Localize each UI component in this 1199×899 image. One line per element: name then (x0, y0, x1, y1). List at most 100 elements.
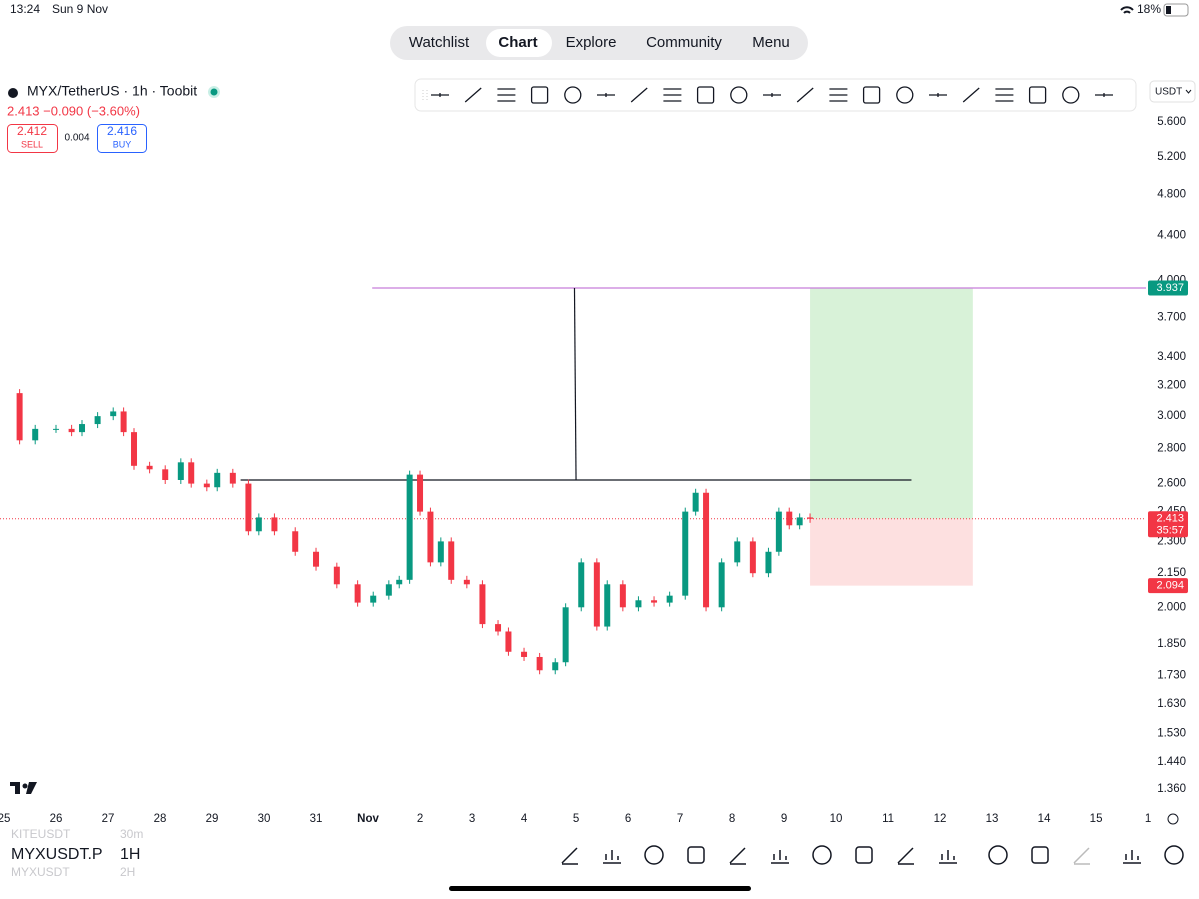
candle (94, 416, 101, 425)
tool-icon[interactable] (995, 88, 1014, 102)
tool-icon[interactable] (1095, 93, 1113, 97)
next-symbol[interactable]: MYXUSDT (11, 865, 70, 879)
tool-glyph (696, 86, 715, 104)
toolbar-button[interactable] (897, 847, 914, 865)
tool-glyph (962, 87, 980, 103)
y-tick-label: 1.530 (1157, 728, 1186, 740)
sell-button[interactable] (7, 124, 58, 153)
status-battery: 18% (1137, 2, 1161, 16)
candle (229, 472, 236, 484)
battery-icon (1163, 3, 1189, 17)
current-interval[interactable]: 1H (120, 846, 140, 863)
toolbar-button[interactable] (687, 846, 705, 864)
buy-price[interactable]: 2.416 (107, 124, 137, 138)
prev-interval[interactable]: 30m (120, 827, 143, 841)
buy-button[interactable] (97, 124, 147, 153)
icon-glyph (855, 846, 873, 864)
tab[interactable]: Explore (566, 34, 617, 51)
tool-glyph (663, 88, 682, 102)
tool-glyph (730, 86, 748, 104)
candle (703, 492, 710, 608)
candle (578, 562, 585, 608)
chevron (1185, 89, 1192, 94)
x-tick-label: 27 (102, 813, 115, 825)
tool-icon[interactable] (663, 88, 682, 102)
wifi-icon (1120, 6, 1134, 14)
toolbar-button[interactable] (561, 847, 578, 865)
candle (765, 551, 772, 574)
tool-icon[interactable] (464, 87, 482, 103)
tool-icon[interactable] (530, 86, 549, 104)
tool-icon[interactable] (564, 86, 582, 104)
tool-icon[interactable] (1062, 86, 1080, 104)
symbol-name[interactable]: MYX/TetherUS · 1h · Toobit (27, 83, 197, 99)
toolbar-button[interactable] (729, 847, 746, 865)
current-symbol[interactable]: MYXUSDT.P (11, 846, 103, 863)
tool-icon[interactable] (929, 93, 947, 97)
y-tick-label: 1.730 (1157, 670, 1186, 682)
toolbar-button[interactable] (812, 845, 832, 865)
plot: 5.6005.2004.8004.4004.0003.7003.4003.200… (0, 116, 1188, 825)
tab[interactable]: Watchlist (409, 34, 470, 51)
candle (16, 393, 23, 441)
x-tick-label: 31 (310, 813, 323, 825)
toolbar-button[interactable] (644, 845, 664, 865)
toolbar-button[interactable] (1073, 847, 1090, 865)
tool-glyph (1062, 86, 1080, 104)
candle (437, 541, 444, 563)
tool-icon[interactable] (763, 93, 781, 97)
tool-glyph (464, 87, 482, 103)
toolbar-button[interactable] (1164, 845, 1184, 865)
tool-glyph (1095, 93, 1113, 97)
x-tick-label: 28 (154, 813, 167, 825)
prev-symbol[interactable]: KITEUSDT (11, 827, 71, 841)
tool-icon[interactable] (829, 88, 848, 102)
toolbar-button[interactable] (988, 845, 1008, 865)
toolbar-button[interactable] (855, 846, 873, 864)
tool-icon[interactable] (597, 93, 615, 97)
tab[interactable]: Chart (498, 34, 537, 51)
spread: 0.004 (64, 133, 89, 144)
battery-level (1166, 6, 1171, 14)
icon-glyph (1031, 846, 1049, 864)
candle (495, 624, 502, 632)
icon-glyph (897, 847, 914, 865)
currency[interactable]: USDT (1155, 87, 1182, 98)
price-label-bg (1148, 280, 1188, 296)
candle (593, 562, 600, 627)
icon-glyph (939, 850, 957, 864)
x-tick-label: 29 (206, 813, 219, 825)
toolbar-button[interactable] (1031, 846, 1049, 864)
candle (245, 483, 252, 532)
next-interval[interactable]: 2H (120, 865, 135, 879)
tab[interactable]: Menu (752, 34, 790, 51)
tab[interactable]: Community (646, 34, 722, 51)
tool-icon[interactable] (1028, 86, 1047, 104)
tool-icon[interactable] (630, 87, 648, 103)
buy-label[interactable]: BUY (113, 139, 132, 149)
tool-icon[interactable] (431, 93, 449, 97)
candle (521, 651, 528, 657)
sell-price[interactable]: 2.412 (17, 124, 47, 138)
drawn-line (573, 287, 577, 480)
tool-glyph (829, 88, 848, 102)
tool-icon[interactable] (730, 86, 748, 104)
tool-icon[interactable] (896, 86, 914, 104)
toolbar-button[interactable] (771, 850, 789, 864)
tool-icon[interactable] (497, 88, 516, 102)
tool-glyph (597, 93, 615, 97)
y-tick-label: 5.200 (1157, 151, 1186, 163)
candle (53, 428, 60, 430)
toolbar-button[interactable] (939, 850, 957, 864)
toolbar-button[interactable] (1123, 850, 1141, 864)
toolbar-button[interactable] (603, 850, 621, 864)
candle (749, 541, 756, 574)
settings-icon[interactable] (1167, 813, 1179, 825)
tool-icon[interactable] (962, 87, 980, 103)
tool-icon[interactable] (696, 86, 715, 104)
sell-label[interactable]: SELL (21, 139, 43, 149)
currency-select[interactable] (1149, 80, 1196, 103)
tool-icon[interactable] (796, 87, 814, 103)
candle (796, 517, 803, 526)
tool-icon[interactable] (862, 86, 881, 104)
